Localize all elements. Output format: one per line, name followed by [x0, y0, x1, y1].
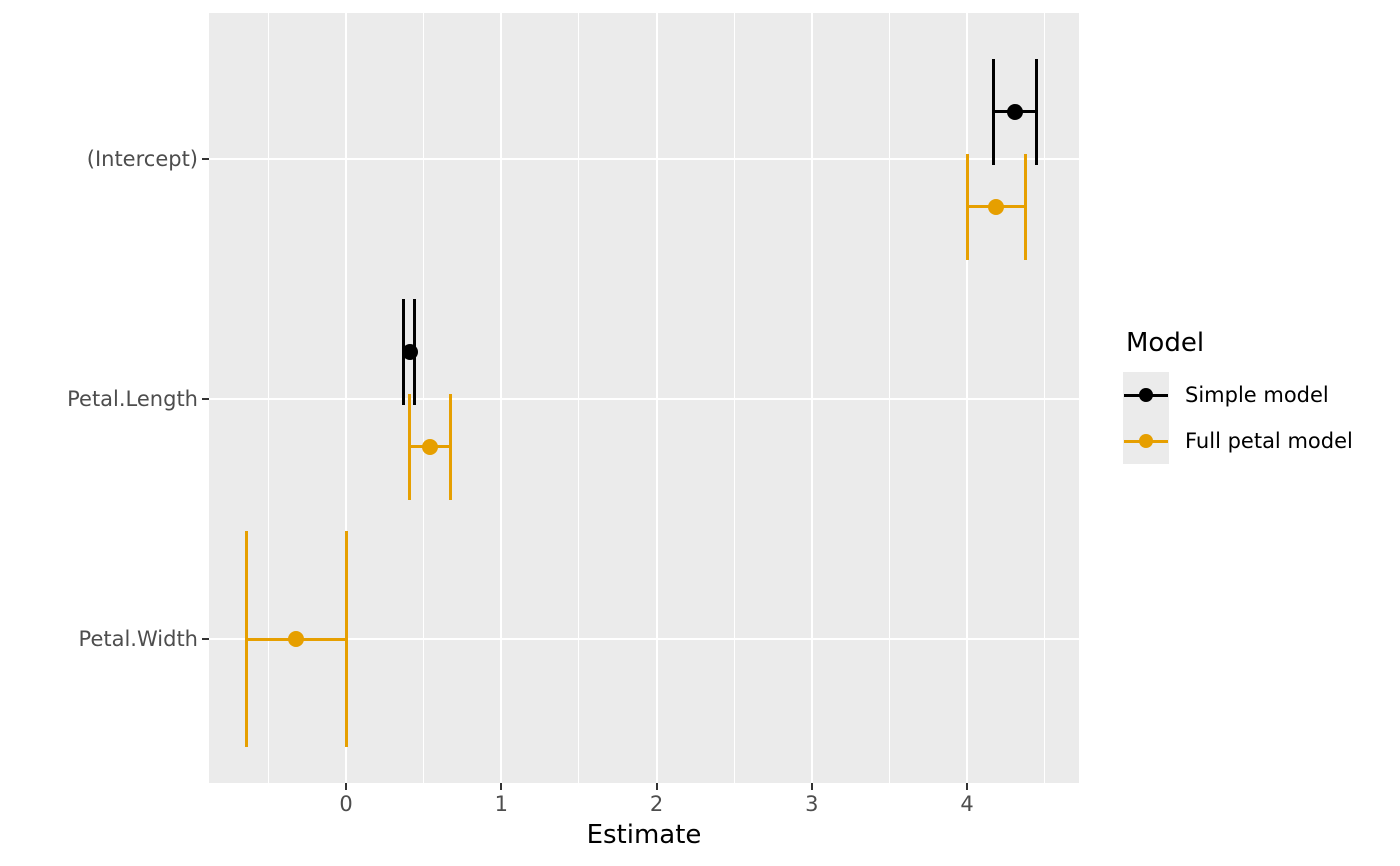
legend-key — [1123, 372, 1169, 418]
x-tick-mark — [966, 783, 968, 790]
plot-panel — [209, 13, 1079, 783]
legend-key-point-icon — [1139, 388, 1153, 402]
gridline-major-y — [209, 398, 1079, 400]
x-tick-mark — [500, 783, 503, 790]
error-bar-cap — [965, 153, 969, 260]
legend: Model Simple model Full petal model — [1123, 328, 1353, 464]
x-tick-label: 1 — [494, 792, 508, 816]
error-bar-cap — [344, 531, 348, 747]
x-tick-label: 0 — [339, 792, 353, 816]
error-bar-cap — [408, 393, 412, 500]
point-estimate — [401, 343, 418, 360]
error-bar-cap — [991, 58, 995, 165]
x-tick-mark — [655, 783, 658, 790]
legend-title: Model — [1126, 328, 1205, 358]
y-tick-mark — [202, 158, 209, 160]
x-tick-label: 4 — [960, 792, 974, 816]
gridline-major-y — [209, 158, 1079, 160]
legend-items: Simple model Full petal model — [1123, 372, 1353, 464]
point-estimate — [288, 631, 305, 647]
legend-item-label: Simple model — [1185, 383, 1329, 407]
legend-item-label: Full petal model — [1185, 429, 1353, 453]
y-tick-label: Petal.Length — [67, 387, 198, 411]
gridline-major-y — [209, 638, 1079, 640]
point-estimate — [421, 438, 438, 455]
y-tick-mark — [202, 398, 209, 400]
error-bar-cap — [1024, 153, 1028, 260]
x-tick-mark — [810, 783, 813, 790]
x-tick-mark — [345, 783, 347, 790]
y-tick-label: Petal.Width — [78, 627, 198, 651]
legend-item: Simple model — [1123, 372, 1353, 418]
point-estimate — [988, 198, 1005, 215]
legend-key — [1123, 418, 1169, 464]
x-axis-title: Estimate — [586, 820, 702, 850]
x-tick-label: 3 — [805, 792, 819, 816]
legend-key-point-icon — [1139, 434, 1153, 448]
legend-item: Full petal model — [1123, 418, 1353, 464]
error-bar-cap — [1035, 58, 1039, 165]
point-estimate — [1007, 103, 1024, 120]
error-bar-cap — [448, 393, 452, 500]
y-tick-label: (Intercept) — [86, 147, 198, 171]
y-tick-mark — [202, 638, 209, 640]
error-bar-cap — [245, 531, 249, 747]
x-tick-label: 2 — [649, 792, 664, 816]
